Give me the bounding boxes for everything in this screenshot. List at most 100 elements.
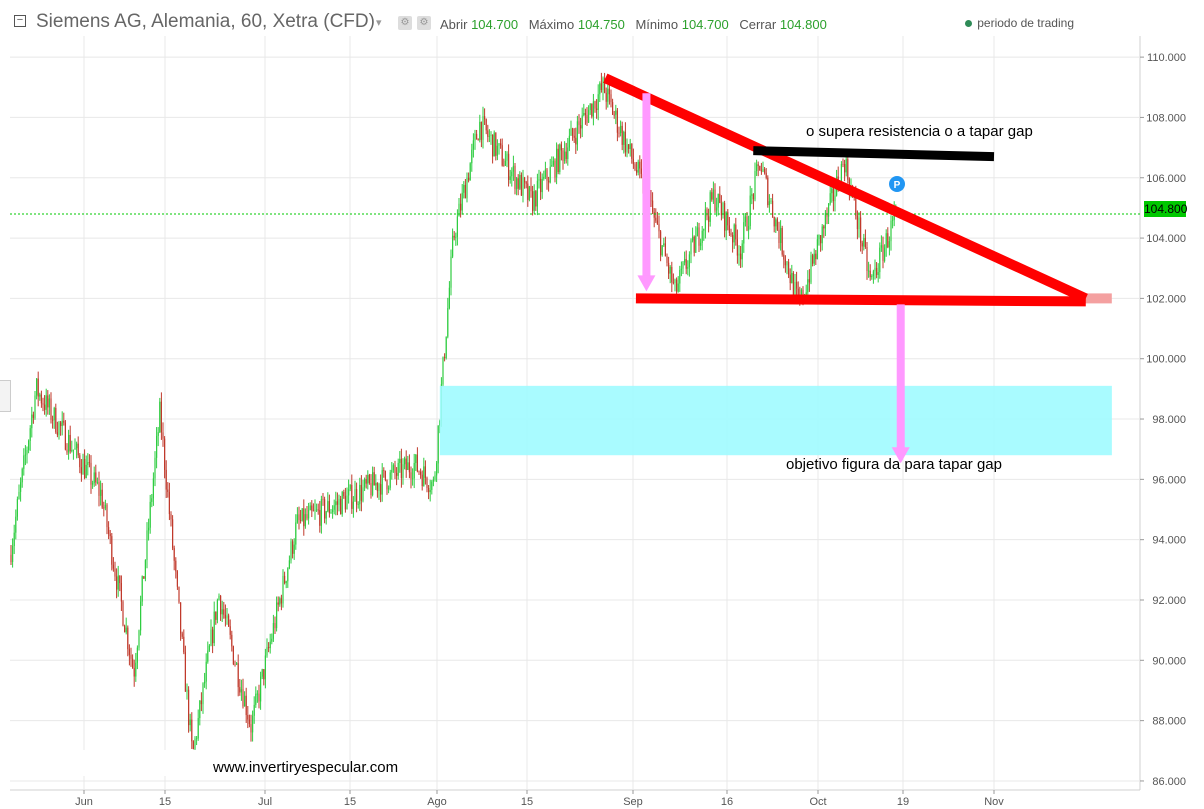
candle-body bbox=[156, 435, 158, 458]
candle-body bbox=[826, 213, 828, 217]
candle-body bbox=[701, 230, 703, 243]
candle-body bbox=[423, 466, 425, 487]
candle-body bbox=[548, 180, 550, 183]
candle-body bbox=[544, 169, 546, 177]
candle-body bbox=[76, 443, 78, 449]
candle-body bbox=[568, 135, 570, 148]
candle-body bbox=[415, 454, 417, 463]
candle-body bbox=[834, 195, 836, 202]
candle-body bbox=[101, 489, 103, 508]
candle-body bbox=[391, 469, 393, 473]
candle-body bbox=[408, 462, 410, 473]
candle-body bbox=[205, 661, 207, 682]
candle-body bbox=[274, 623, 276, 629]
candle-body bbox=[319, 510, 321, 526]
candle-body bbox=[263, 669, 265, 680]
candle-body bbox=[178, 586, 180, 603]
properties-icon[interactable]: ⚙ bbox=[417, 16, 431, 30]
candle-body bbox=[412, 478, 414, 480]
candle-body bbox=[749, 195, 751, 227]
candle-body bbox=[533, 191, 535, 211]
candle-body bbox=[447, 308, 449, 337]
chevron-down-icon[interactable]: ▾ bbox=[376, 17, 382, 29]
candle-body bbox=[696, 227, 698, 236]
candle-body bbox=[317, 509, 319, 511]
candle-body bbox=[192, 741, 194, 749]
candle-body bbox=[634, 164, 636, 170]
candle-body bbox=[109, 533, 111, 537]
candle-body bbox=[788, 261, 790, 275]
candle-body bbox=[732, 235, 734, 243]
time-tick-label: Oct bbox=[809, 796, 826, 808]
candle-body bbox=[503, 165, 505, 167]
candle-body bbox=[591, 103, 593, 117]
candle-body bbox=[45, 395, 47, 410]
candle-body bbox=[23, 455, 25, 469]
candle-body bbox=[789, 274, 791, 284]
candle-body bbox=[599, 83, 601, 95]
candle-body bbox=[525, 182, 527, 184]
candle-body bbox=[216, 600, 218, 620]
low-value: 104.700 bbox=[681, 17, 729, 32]
candle-body bbox=[640, 168, 642, 174]
candle-body bbox=[773, 216, 775, 227]
candle-body bbox=[116, 576, 118, 590]
candle-body bbox=[583, 113, 585, 116]
candle-body bbox=[869, 270, 871, 278]
candle-body bbox=[589, 103, 591, 111]
collapse-icon[interactable]: − bbox=[14, 15, 26, 27]
candle-body bbox=[53, 407, 55, 421]
candle-body bbox=[605, 92, 607, 102]
candle-body bbox=[615, 110, 617, 115]
candle-body bbox=[493, 132, 495, 157]
candle-body bbox=[74, 448, 76, 450]
candle-body bbox=[431, 481, 433, 491]
candle-body bbox=[311, 505, 313, 511]
candle-body bbox=[383, 470, 385, 471]
candle-body bbox=[151, 498, 153, 502]
open-value: 104.700 bbox=[471, 17, 519, 32]
candle-body bbox=[512, 165, 514, 172]
candle-body bbox=[402, 464, 404, 478]
candle-body bbox=[180, 602, 182, 634]
candle-body bbox=[34, 395, 36, 418]
candle-body bbox=[604, 78, 606, 93]
candle-body bbox=[704, 209, 706, 229]
candle-body bbox=[324, 499, 326, 519]
candle-body bbox=[191, 719, 193, 742]
candle-body bbox=[31, 414, 33, 429]
candle-body bbox=[327, 501, 329, 512]
candle-body bbox=[490, 134, 492, 136]
candle-body bbox=[573, 135, 575, 138]
candle-body bbox=[890, 220, 892, 242]
candle-body bbox=[602, 78, 604, 91]
candle-body bbox=[882, 245, 884, 262]
settings-icon[interactable]: ⚙ bbox=[398, 16, 412, 30]
candle-body bbox=[730, 233, 732, 236]
candle-body bbox=[397, 462, 399, 476]
candle-body bbox=[260, 676, 262, 702]
candle-body bbox=[772, 200, 774, 217]
candle-body bbox=[12, 546, 14, 562]
candle-body bbox=[143, 576, 145, 579]
candle-body bbox=[146, 530, 148, 561]
candle-body bbox=[464, 184, 466, 199]
candle-body bbox=[162, 432, 164, 439]
candle-body bbox=[405, 458, 407, 470]
chart-header: − Siemens AG, Alemania, 60, Xetra (CFD) … bbox=[0, 0, 1140, 48]
candle-body bbox=[127, 627, 129, 650]
candle-body bbox=[436, 463, 438, 476]
candle-body bbox=[551, 164, 553, 167]
candle-body bbox=[708, 216, 710, 222]
candle-body bbox=[872, 271, 874, 277]
candle-body bbox=[181, 633, 183, 637]
candle-body bbox=[106, 504, 108, 528]
candle-body bbox=[765, 172, 767, 178]
candle-body bbox=[72, 449, 74, 451]
candle-body bbox=[213, 611, 215, 644]
pane-resize-handle[interactable] bbox=[0, 380, 11, 412]
candle-body bbox=[871, 276, 873, 278]
candle-body bbox=[296, 514, 298, 523]
candle-body bbox=[384, 470, 386, 481]
